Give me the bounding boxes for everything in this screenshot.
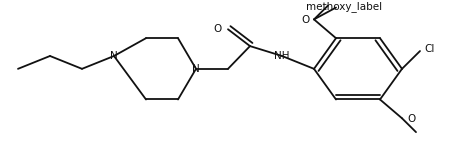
Text: N: N xyxy=(110,51,118,61)
Text: O: O xyxy=(301,15,309,25)
Text: O: O xyxy=(214,24,222,34)
Text: Cl: Cl xyxy=(425,44,435,54)
Text: O: O xyxy=(407,114,415,124)
Text: methoxy_label: methoxy_label xyxy=(306,1,382,12)
Text: N: N xyxy=(192,64,200,74)
Text: NH: NH xyxy=(274,51,290,61)
